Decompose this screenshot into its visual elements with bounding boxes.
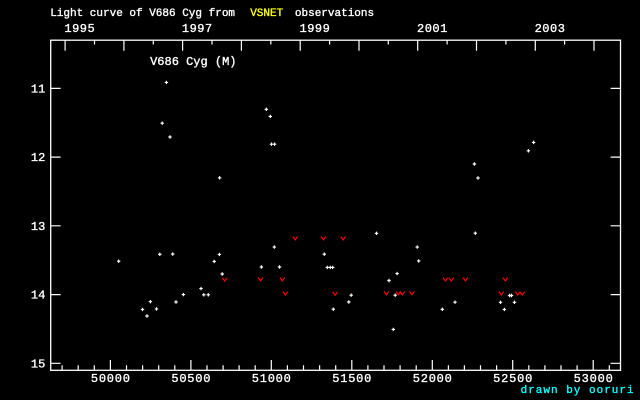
svg-text:VSNET: VSNET xyxy=(250,8,283,20)
svg-text:1997: 1997 xyxy=(182,22,213,36)
svg-text:drawn by ooruri: drawn by ooruri xyxy=(521,385,635,397)
svg-text:50000: 50000 xyxy=(91,372,131,386)
svg-text:50500: 50500 xyxy=(171,372,211,386)
svg-text:52500: 52500 xyxy=(493,372,533,386)
svg-text:12: 12 xyxy=(31,151,45,165)
svg-text:53000: 53000 xyxy=(574,372,614,386)
svg-text:V686 Cyg (M): V686 Cyg (M) xyxy=(150,55,236,69)
svg-text:11: 11 xyxy=(31,83,45,97)
svg-text:1995: 1995 xyxy=(64,22,95,36)
svg-text:Light curve of V686 Cyg from: Light curve of V686 Cyg from xyxy=(50,8,235,20)
svg-text:15: 15 xyxy=(31,357,45,371)
svg-text:1999: 1999 xyxy=(300,22,331,36)
svg-text:14: 14 xyxy=(31,289,45,303)
svg-text:51000: 51000 xyxy=(252,372,292,386)
svg-text:2001: 2001 xyxy=(417,22,448,36)
svg-text:13: 13 xyxy=(31,220,45,234)
svg-text:observations: observations xyxy=(295,8,374,20)
svg-text:52000: 52000 xyxy=(413,372,453,386)
svg-text:51500: 51500 xyxy=(332,372,372,386)
svg-text:2003: 2003 xyxy=(535,22,566,36)
